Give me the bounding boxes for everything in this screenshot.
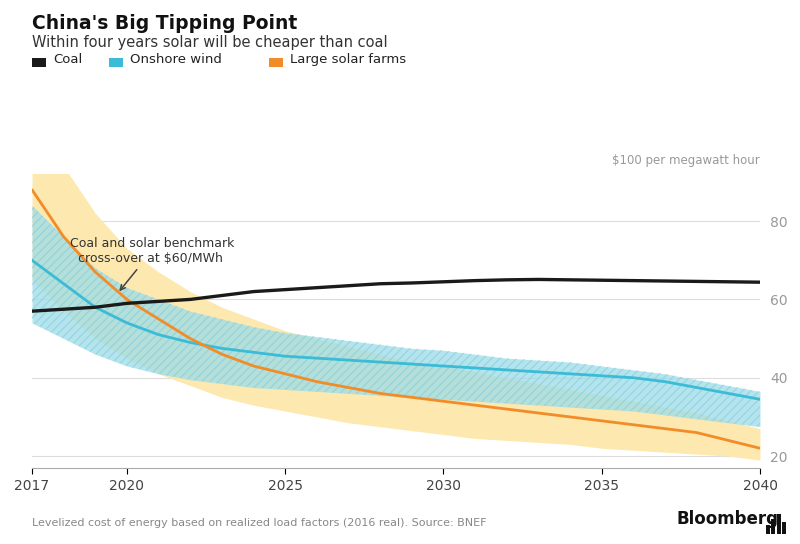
Bar: [777, 514, 781, 534]
Bar: [771, 520, 775, 534]
Text: Onshore wind: Onshore wind: [130, 53, 222, 66]
Text: China's Big Tipping Point: China's Big Tipping Point: [32, 14, 298, 33]
Text: Bloomberg: Bloomberg: [676, 510, 778, 528]
Text: Levelized cost of energy based on realized load factors (2016 real). Source: BNE: Levelized cost of energy based on realiz…: [32, 518, 486, 528]
Text: Within four years solar will be cheaper than coal: Within four years solar will be cheaper …: [32, 35, 388, 51]
Bar: [766, 526, 770, 534]
Text: Coal and solar benchmark
  cross-over at $60/MWh: Coal and solar benchmark cross-over at $…: [70, 237, 234, 290]
Text: Coal: Coal: [53, 53, 82, 66]
Bar: [782, 522, 786, 534]
Text: Large solar farms: Large solar farms: [290, 53, 406, 66]
Text: $100 per megawatt hour: $100 per megawatt hour: [612, 154, 760, 166]
